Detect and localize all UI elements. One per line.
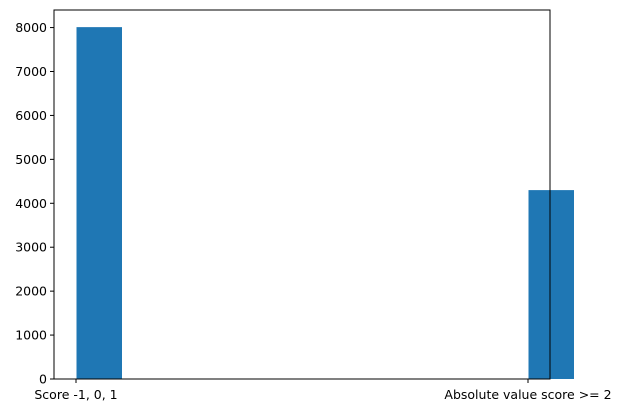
bars-layer (76, 27, 574, 380)
y-tick-label: 3000 (15, 240, 47, 255)
x-axis: Score -1, 0, 1 Absolute value score >= 2 (34, 379, 612, 402)
plot-area (54, 10, 550, 379)
y-tick-label: 0 (39, 372, 47, 387)
bar (76, 27, 122, 380)
y-tick-label: 5000 (15, 152, 47, 167)
y-tick-label: 1000 (15, 328, 47, 343)
plot-frame (53, 9, 551, 380)
bar (528, 190, 574, 379)
y-tick-label: 2000 (15, 284, 47, 299)
y-axis: 0 1000 2000 3000 4000 5000 6000 7000 8000 (15, 20, 54, 387)
x-tick-label: Score -1, 0, 1 (34, 387, 117, 402)
y-tick-label: 8000 (15, 20, 47, 35)
y-tick-label: 4000 (15, 196, 47, 211)
y-tick-label: 7000 (15, 64, 47, 79)
y-tick-label: 6000 (15, 108, 47, 123)
x-tick-label: Absolute value score >= 2 (444, 387, 611, 402)
